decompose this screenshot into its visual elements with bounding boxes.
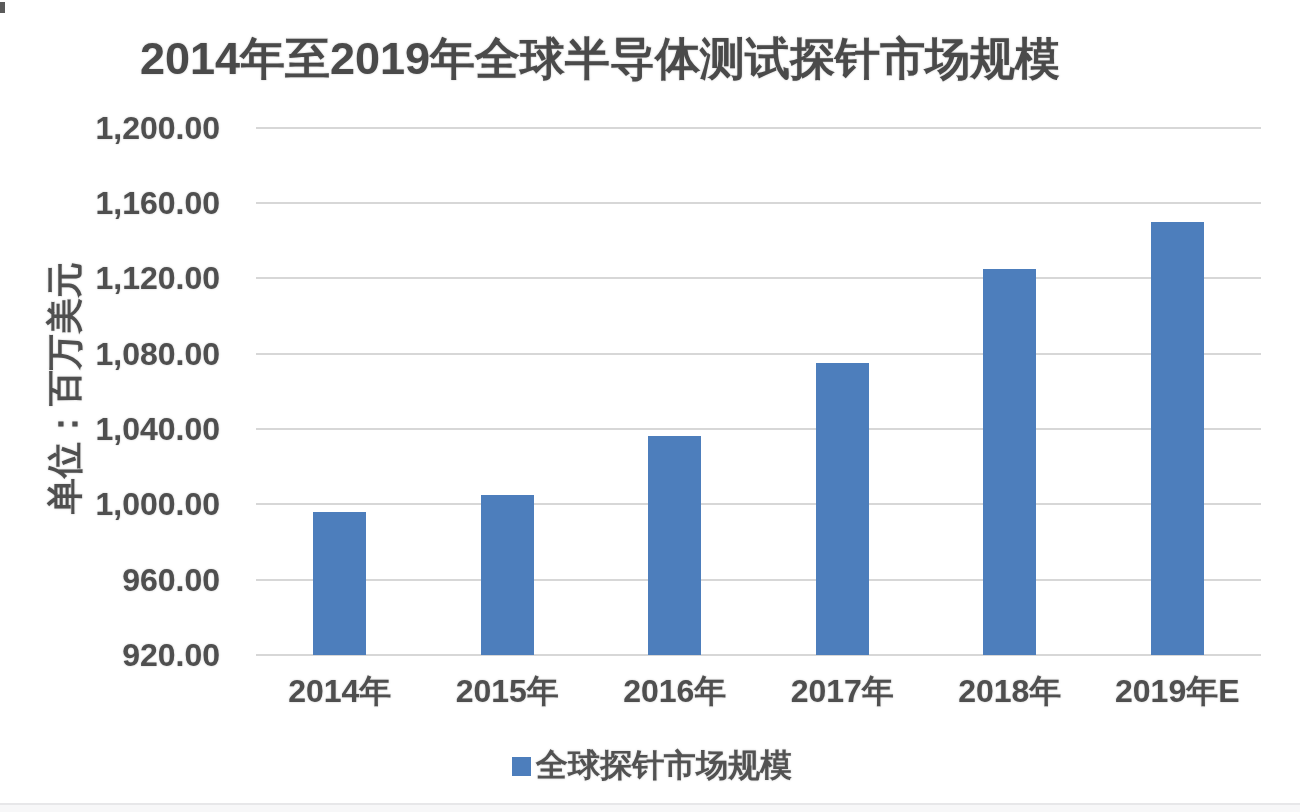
legend-swatch — [512, 757, 531, 776]
bar-series-0-item-2 — [648, 436, 701, 655]
chart: 2014年至2019年全球半导体测试探针市场规模 920.00960.001,0… — [0, 0, 1300, 812]
y-axis-tick-label: 1,200.00 — [60, 108, 220, 148]
legend-label: 全球探针市场规模 — [536, 744, 792, 788]
x-axis-tick-label: 2019年E — [1094, 672, 1262, 710]
x-axis-tick-label: 2018年 — [926, 672, 1094, 710]
gridline — [256, 428, 1261, 430]
y-axis-title: 单位：百万美元 — [45, 258, 85, 518]
x-axis-tick-label: 2015年 — [424, 672, 592, 710]
y-axis-tick-label: 1,160.00 — [60, 183, 220, 223]
y-axis-tick-label: 920.00 — [60, 635, 220, 675]
bar-series-0-item-5 — [1151, 222, 1204, 655]
x-axis-tick-label: 2014年 — [256, 672, 424, 710]
gridline — [256, 277, 1261, 279]
gridline — [256, 579, 1261, 581]
bar-series-0-item-3 — [816, 363, 869, 655]
bottom-strip — [0, 805, 1300, 812]
y-axis-tick-label: 960.00 — [60, 560, 220, 600]
x-axis-tick-label: 2016年 — [591, 672, 759, 710]
gridline — [256, 202, 1261, 204]
gridline — [256, 503, 1261, 505]
gridline — [256, 654, 1261, 656]
bar-series-0-item-4 — [983, 269, 1036, 655]
gridline — [256, 353, 1261, 355]
bar-series-0-item-1 — [481, 495, 534, 655]
x-axis-tick-label: 2017年 — [759, 672, 927, 710]
plot-area: 920.00960.001,000.001,040.001,080.001,12… — [0, 0, 1300, 812]
legend: 全球探针市场规模 — [512, 744, 792, 788]
gridline — [256, 127, 1261, 129]
bar-series-0-item-0 — [313, 512, 366, 655]
